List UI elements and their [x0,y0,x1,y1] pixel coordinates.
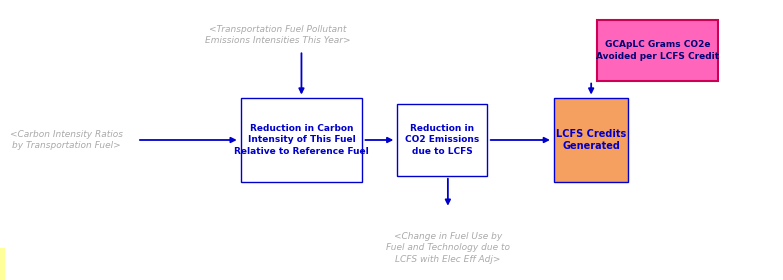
Text: GCApLC Grams CO2e
Avoided per LCFS Credit: GCApLC Grams CO2e Avoided per LCFS Credi… [596,40,720,61]
Text: Reduction in Carbon
Intensity of This Fuel
Relative to Reference Fuel: Reduction in Carbon Intensity of This Fu… [234,124,369,156]
Text: <Transportation Fuel Pollutant
Emissions Intensities This Year>: <Transportation Fuel Pollutant Emissions… [205,25,351,45]
Text: <Carbon Intensity Ratios
by Transportation Fuel>: <Carbon Intensity Ratios by Transportati… [10,130,123,150]
Text: Reduction in
CO2 Emissions
due to LCFS: Reduction in CO2 Emissions due to LCFS [406,124,479,156]
Bar [597,20,719,81]
Bar [554,98,628,182]
Text: LCFS Credits
Generated: LCFS Credits Generated [556,129,626,151]
Text: <Change in Fuel Use by
Fuel and Technology due to
LCFS with Elec Eff Adj>: <Change in Fuel Use by Fuel and Technolo… [386,232,510,264]
Bar [397,104,487,176]
Bar [0,248,5,280]
Bar [241,98,363,182]
